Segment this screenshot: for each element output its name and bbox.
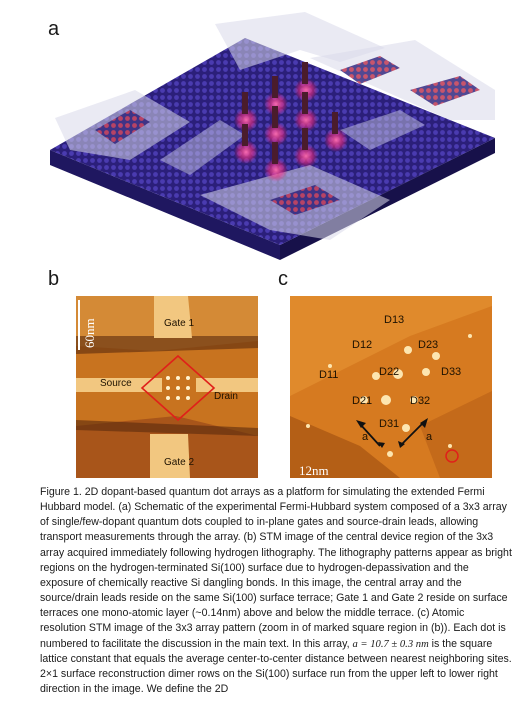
drain-label: Drain [214, 391, 238, 402]
dot-D23: D23 [418, 339, 439, 351]
panel-a-label: a [48, 18, 60, 40]
caption-text-2: is the square lattice constant that equa… [40, 637, 512, 696]
lattice-a-label-left: a [362, 431, 369, 443]
dot-D12: D12 [352, 339, 373, 351]
gate1-label: Gate 1 [164, 318, 195, 329]
scale-bar-c [297, 478, 341, 480]
scale-bar-c-label: 12nm [299, 463, 329, 478]
stm-atomic-image [290, 296, 492, 478]
stm-device-image [76, 296, 258, 478]
dot-D33: D33 [441, 366, 462, 378]
scale-bar-b-label: 60nm [82, 318, 97, 348]
figure-caption: Figure 1. 2D dopant-based quantum dot ar… [40, 485, 512, 697]
gate2-label: Gate 2 [164, 457, 195, 468]
dot-D13: D13 [384, 314, 405, 326]
dot-D22: D22 [379, 366, 400, 378]
caption-math-lattice-constant: a = 10.7 ± 0.3 nm [352, 638, 429, 650]
dot-D31: D31 [379, 418, 400, 430]
dot-D21: D21 [352, 395, 373, 407]
scale-bar-b [78, 300, 80, 350]
panel-b-label: b [48, 268, 60, 290]
device-schematic-image [50, 12, 495, 260]
lattice-a-label-right: a [426, 431, 433, 443]
caption-text-1: Figure 1. 2D dopant-based quantum dot ar… [40, 486, 512, 650]
dot-D32: D32 [410, 395, 431, 407]
dot-D11: D11 [319, 369, 339, 381]
source-label: Source [100, 378, 132, 389]
panel-c-label: c [278, 268, 288, 290]
